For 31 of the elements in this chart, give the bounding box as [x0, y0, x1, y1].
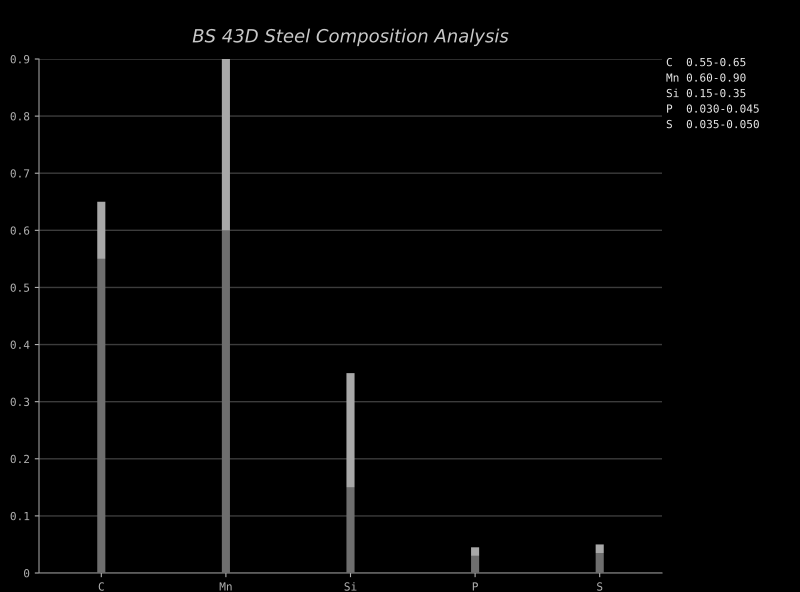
- bar: [346, 487, 355, 573]
- y-tick-label: 0.1: [10, 512, 30, 520]
- y-tick-label: 0.5: [10, 283, 30, 292]
- bar: [471, 547, 480, 556]
- x-tick-label: Mn: [220, 582, 232, 591]
- y-tick-label: 0.2: [10, 454, 30, 464]
- bar: [596, 544, 604, 554]
- text: Mn 0.60-0.90: [666, 73, 746, 82]
- bar: [222, 230, 230, 573]
- bar: [97, 258, 106, 573]
- text: Si 0.15-0.35: [666, 88, 746, 98]
- chart-title: BS 43D Steel Composition Analysis: [192, 28, 508, 46]
- bar: [97, 202, 106, 259]
- y-tick-label: 0.4: [10, 340, 30, 349]
- y-tick-label: 0.7: [10, 169, 30, 178]
- bar: [596, 553, 604, 573]
- x-tick-label: S: [597, 582, 602, 591]
- text: C 0.55-0.65: [666, 58, 746, 66]
- y-tick-label: 0.3: [10, 398, 30, 406]
- text: S 0.035-0.050: [666, 120, 759, 128]
- x-tick-label: Si: [344, 582, 356, 591]
- bar: [222, 59, 230, 230]
- y-tick-label: 0.9: [10, 55, 30, 64]
- y-tick-label: 0.6: [10, 226, 30, 235]
- y-tick-label: 0.8: [10, 112, 30, 121]
- x-tick-label: C: [98, 582, 104, 591]
- y-tick-label: 0: [24, 569, 30, 578]
- bar: [346, 373, 355, 488]
- text: P 0.030-0.045: [667, 104, 759, 113]
- x-tick-label: P: [472, 582, 478, 591]
- bar: [471, 556, 480, 573]
